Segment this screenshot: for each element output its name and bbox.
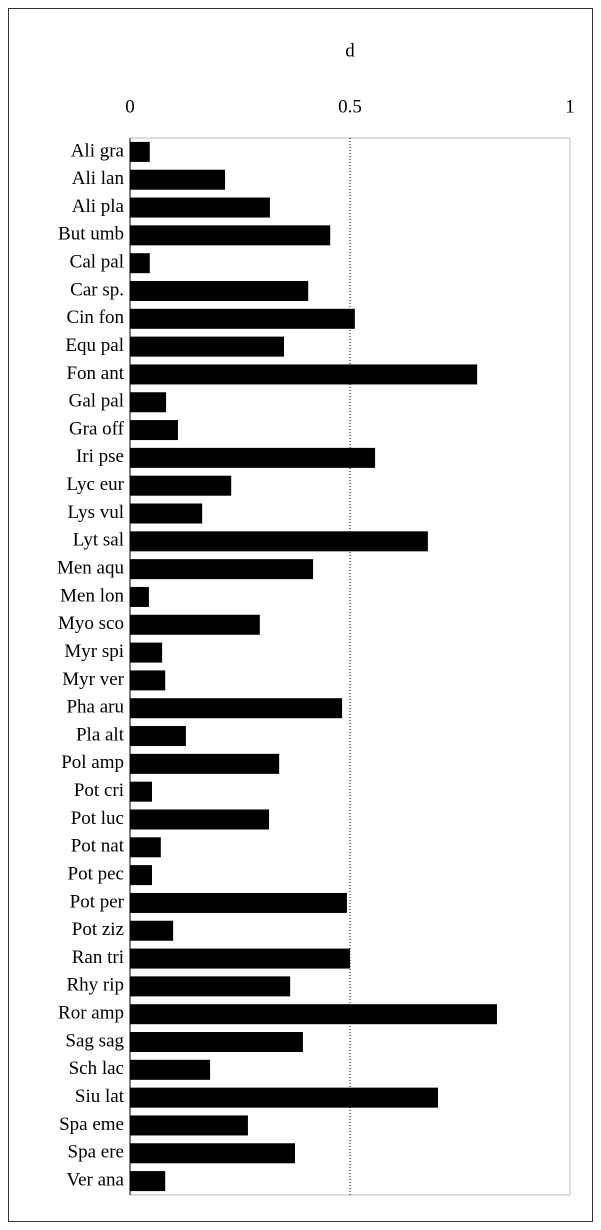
bar: [130, 336, 284, 357]
y-tick-label: Myr spi: [64, 641, 124, 662]
bar: [130, 559, 314, 580]
bar: [130, 141, 150, 162]
bar: [130, 1115, 248, 1136]
y-tick-label: Men aqu: [57, 558, 125, 579]
bar: [130, 614, 260, 635]
y-tick-label: Spa eme: [59, 1114, 124, 1135]
bar: [130, 698, 343, 719]
y-tick-label: Pot nat: [71, 836, 125, 857]
bar: [130, 364, 478, 385]
bar: [130, 1004, 497, 1025]
x-tick-label: 0: [125, 96, 135, 117]
y-tick-label: Iri pse: [76, 446, 124, 467]
y-tick-label: Pla alt: [76, 724, 125, 745]
y-tick-label: Myo sco: [58, 613, 124, 634]
y-tick-label: Lyt sal: [73, 530, 124, 551]
bar: [130, 253, 150, 274]
y-tick-label: Sag sag: [65, 1030, 124, 1051]
bar: [130, 865, 152, 886]
bar: [130, 197, 270, 218]
y-tick-label: Gra off: [69, 418, 125, 439]
bar: [130, 169, 226, 190]
y-tick-label: Lyc eur: [66, 474, 124, 495]
bar: [130, 837, 161, 858]
bar: [130, 308, 355, 329]
bar: [130, 753, 280, 774]
bar: [130, 920, 174, 941]
y-tick-label: Ran tri: [72, 947, 124, 968]
bar: [130, 1032, 303, 1053]
bar: [130, 1087, 438, 1108]
bar: [130, 642, 163, 663]
y-tick-label: Pol amp: [61, 752, 124, 773]
x-tick-label: 1: [565, 96, 575, 117]
bar: [130, 503, 203, 524]
bar: [130, 420, 178, 441]
x-tick-label: 0.5: [338, 96, 362, 117]
y-tick-label: Cal pal: [70, 252, 124, 273]
y-tick-label: Equ pal: [65, 335, 124, 356]
y-tick-label: Pot cri: [74, 780, 124, 801]
y-tick-label: Pot pec: [68, 863, 124, 884]
bar: [130, 726, 186, 747]
bar: [130, 280, 309, 301]
bar: [130, 225, 331, 246]
bar: [130, 976, 291, 997]
y-tick-label: But umb: [58, 224, 124, 245]
y-tick-label: Car sp.: [70, 279, 124, 300]
y-tick-label: Pot per: [70, 891, 125, 912]
y-tick-label: Lys vul: [68, 502, 124, 523]
y-tick-label: Fon ant: [66, 363, 124, 384]
bar: [130, 1143, 295, 1164]
y-tick-label: Cin fon: [66, 307, 124, 328]
y-tick-label: Men lon: [60, 585, 124, 606]
bar: [130, 392, 167, 413]
y-tick-label: Pha aru: [66, 697, 124, 718]
bar: [130, 586, 149, 607]
y-tick-label: Ali gra: [71, 140, 125, 161]
bar: [130, 892, 347, 913]
bar: [130, 475, 232, 496]
y-tick-label: Siu lat: [75, 1086, 125, 1107]
frame: [8, 8, 593, 1222]
y-tick-label: Ror amp: [58, 1003, 124, 1024]
y-tick-label: Gal pal: [69, 391, 124, 412]
y-tick-label: Pot luc: [71, 808, 124, 829]
bar: [130, 447, 376, 468]
bar: [130, 1171, 166, 1192]
y-tick-label: Rhy rip: [66, 975, 124, 996]
chart-title: d: [345, 40, 355, 61]
y-tick-label: Ver ana: [67, 1169, 125, 1190]
bar: [130, 531, 428, 552]
y-tick-label: Spa ere: [68, 1142, 124, 1163]
bar: [130, 670, 166, 691]
bar: [130, 1059, 211, 1080]
bar: [130, 809, 270, 830]
bar: [130, 948, 350, 969]
bar: [130, 781, 152, 802]
y-tick-label: Ali pla: [72, 196, 125, 217]
y-tick-label: Myr ver: [62, 669, 124, 690]
y-tick-label: Sch lac: [69, 1058, 124, 1079]
y-tick-label: Pot ziz: [72, 919, 124, 940]
y-tick-label: Ali lan: [72, 168, 125, 189]
